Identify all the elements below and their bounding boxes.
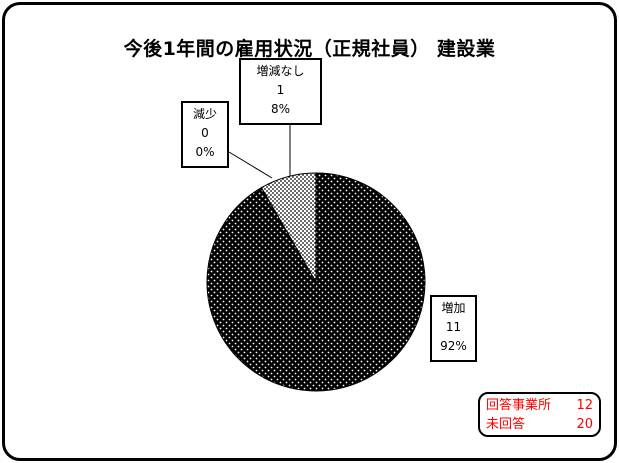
respondents-label: 回答事業所: [486, 398, 552, 413]
chart-title: 今後1年間の雇用状況（正規社員） 建設業: [123, 38, 496, 60]
label-increase-count: 11: [445, 320, 462, 334]
no-answer-value: 20: [576, 417, 593, 432]
summary-box: 回答事業所 12 未回答 20: [478, 392, 601, 437]
label-no-change-name: 増減なし: [256, 64, 305, 78]
respondents-value: 12: [576, 398, 593, 413]
label-decrease: 減少 0 0%: [181, 101, 229, 168]
label-increase: 増加 11 92%: [430, 295, 477, 362]
respondents-row: 回答事業所 12: [486, 396, 593, 415]
no-answer-row: 未回答 20: [486, 415, 593, 434]
label-increase-percent: 92%: [440, 339, 467, 353]
label-no-change-percent: 8%: [270, 102, 291, 116]
label-decrease-count: 0: [201, 126, 209, 140]
label-decrease-name: 減少: [192, 107, 217, 121]
label-decrease-percent: 0%: [195, 145, 215, 159]
no-answer-label: 未回答: [486, 417, 526, 432]
label-no-change-count: 1: [276, 83, 285, 97]
leader-line-decrease: [228, 151, 273, 179]
label-increase-name: 増加: [441, 301, 466, 315]
label-no-change: 増減なし 1 8%: [239, 58, 322, 125]
pie-slice-no-change: [260, 172, 317, 284]
